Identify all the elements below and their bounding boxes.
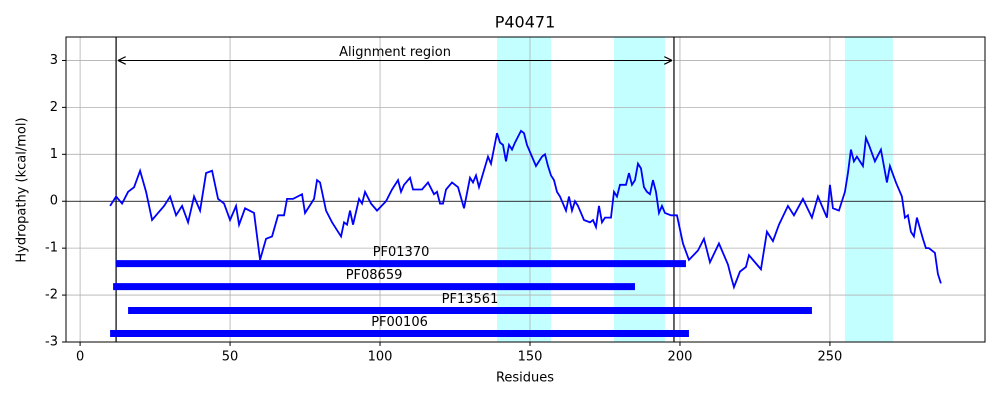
y-tick-label: 2: [50, 100, 58, 115]
highlight-region: [613, 37, 665, 342]
x-axis-label: Residues: [496, 371, 554, 386]
plot-frame: [65, 36, 986, 343]
highlight-region: [497, 37, 551, 342]
alignment-label: Alignment region: [339, 45, 451, 60]
y-tick-label: 0: [50, 194, 58, 209]
y-tick-label: -3: [45, 335, 58, 350]
x-tick-label: 150: [518, 350, 543, 365]
y-axis-label: Hydropathy (kcal/mol): [15, 117, 30, 262]
chart-title: P40471: [495, 13, 556, 32]
x-tick-label: 50: [222, 350, 239, 365]
y-tick-label: -1: [45, 241, 58, 256]
x-tick-label: 100: [368, 350, 393, 365]
domain-label: PF00106: [371, 315, 428, 330]
y-tick-label: 3: [50, 53, 58, 68]
domain-label: PF08659: [346, 268, 403, 283]
highlight-region: [844, 37, 893, 342]
y-tick-label: 1: [50, 147, 58, 162]
domain-label: PF01370: [373, 245, 430, 260]
hydropathy-line: [109, 129, 942, 290]
domain-label: PF13561: [442, 292, 499, 307]
x-tick-label: 250: [818, 350, 843, 365]
x-tick-label: 200: [668, 350, 693, 365]
y-tick-label: -2: [45, 288, 58, 303]
x-tick-label: 0: [76, 350, 84, 365]
